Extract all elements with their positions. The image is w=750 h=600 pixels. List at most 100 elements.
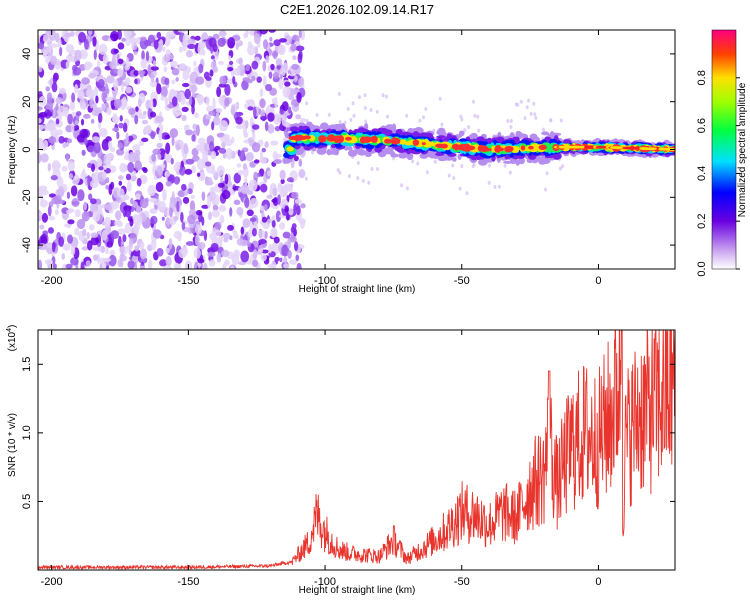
y-tick-label: -40 [21,237,33,253]
heatmap-cell [142,110,147,116]
heatmap-cell [141,119,149,125]
heatmap-cell [170,60,178,68]
heatmap-cell [169,207,173,218]
heatmap-cell [168,54,175,60]
heatmap-cell [268,243,272,254]
heatmap-cell [58,236,65,247]
heatmap-cell [45,243,54,249]
heatmap-cell [277,44,286,56]
heatmap-cell [101,90,108,103]
heatmap-cell [381,93,385,98]
heatmap-cell [88,224,95,231]
heatmap-cell [259,30,268,35]
heatmap-cell [185,158,195,165]
heatmap-cell [273,236,280,244]
heatmap-cell [90,163,96,172]
heatmap-cell [188,209,194,215]
heatmap-cell [61,165,68,172]
heatmap-cell [272,71,280,79]
heatmap-cell [245,63,251,72]
heatmap-cell [527,98,531,103]
heatmap-cell [291,136,301,140]
heatmap-cell [55,118,60,125]
heatmap-cell [97,112,103,123]
heatmap-cell [185,50,194,58]
heatmap-cell [333,148,339,156]
heatmap-cell [159,259,168,267]
y-tick-label: 1.5 [21,357,33,372]
heatmap-cell [65,61,70,69]
heatmap-cell [363,93,367,98]
heatmap-cell [211,168,216,176]
heatmap-cell [121,37,127,42]
y-tick-label: 0 [21,146,33,152]
heatmap-cell [133,223,141,231]
heatmap-cell [279,222,286,230]
heatmap-cell [108,254,117,267]
heatmap-cell [55,103,59,111]
heatmap-cell [271,228,277,238]
heatmap-cell [251,227,257,237]
heatmap-cell [315,113,319,118]
heatmap-cell [116,131,120,140]
heatmap-cell [67,160,75,172]
heatmap-cell [509,119,513,124]
heatmap-cell [65,209,74,214]
heatmap-cell [560,145,568,149]
heatmap-cell [171,67,180,76]
heatmap-cell [261,249,269,254]
heatmap-cell [157,153,162,160]
heatmap-cell [276,64,282,70]
heatmap-cell [291,63,299,70]
heatmap-cell [217,182,225,188]
heatmap-cell [68,173,74,180]
heatmap-cell [74,209,81,218]
heatmap-cell [82,228,87,237]
heatmap-cell [338,135,344,143]
heatmap-cell [246,209,254,217]
x-tick-label: -50 [454,275,470,287]
heatmap-cell [39,224,45,230]
heatmap-cell [337,91,341,96]
heatmap-cell [115,210,122,221]
heatmap-cell [164,134,171,140]
heatmap-cell [114,220,118,226]
heatmap-cell [218,96,226,104]
heatmap-cell [508,170,512,175]
heatmap-cell [98,166,104,171]
heatmap-cell [269,36,273,42]
heatmap-cell [39,211,43,218]
heatmap-cell [66,191,71,200]
heatmap-cell [259,98,266,109]
heatmap-cell [109,60,117,70]
heatmap-cell [145,50,150,62]
heatmap-cell [103,164,107,171]
heatmap-cell [295,254,300,262]
heatmap-cell [520,145,526,151]
heatmap-cell [122,122,128,133]
heatmap-cell [155,181,164,193]
heatmap-cell [139,36,147,41]
heatmap-cell [399,139,407,145]
heatmap-cell [171,135,175,146]
heatmap-cell [143,125,152,135]
heatmap-cell [105,265,110,269]
heatmap-cell [233,199,241,206]
heatmap-cell [38,123,45,131]
snr-ticks: -200 -150 -100 -50 0 0.5 1.0 1.5 [21,330,675,588]
heatmap-cell [361,179,365,184]
heatmap-cell [176,200,180,212]
heatmap-cell [52,263,57,269]
heatmap-cell [287,238,292,249]
heatmap-cell [195,124,200,136]
heatmap-cell [65,43,75,53]
heatmap-cell [131,37,135,50]
heatmap-cell [142,167,148,173]
heatmap-cell [227,224,234,231]
heatmap-cell [192,155,200,162]
heatmap-cell [425,170,429,175]
heatmap-cell [218,30,227,37]
heatmap-cell [244,176,248,186]
heatmap-cell [482,147,492,152]
heatmap-cell [139,265,146,269]
